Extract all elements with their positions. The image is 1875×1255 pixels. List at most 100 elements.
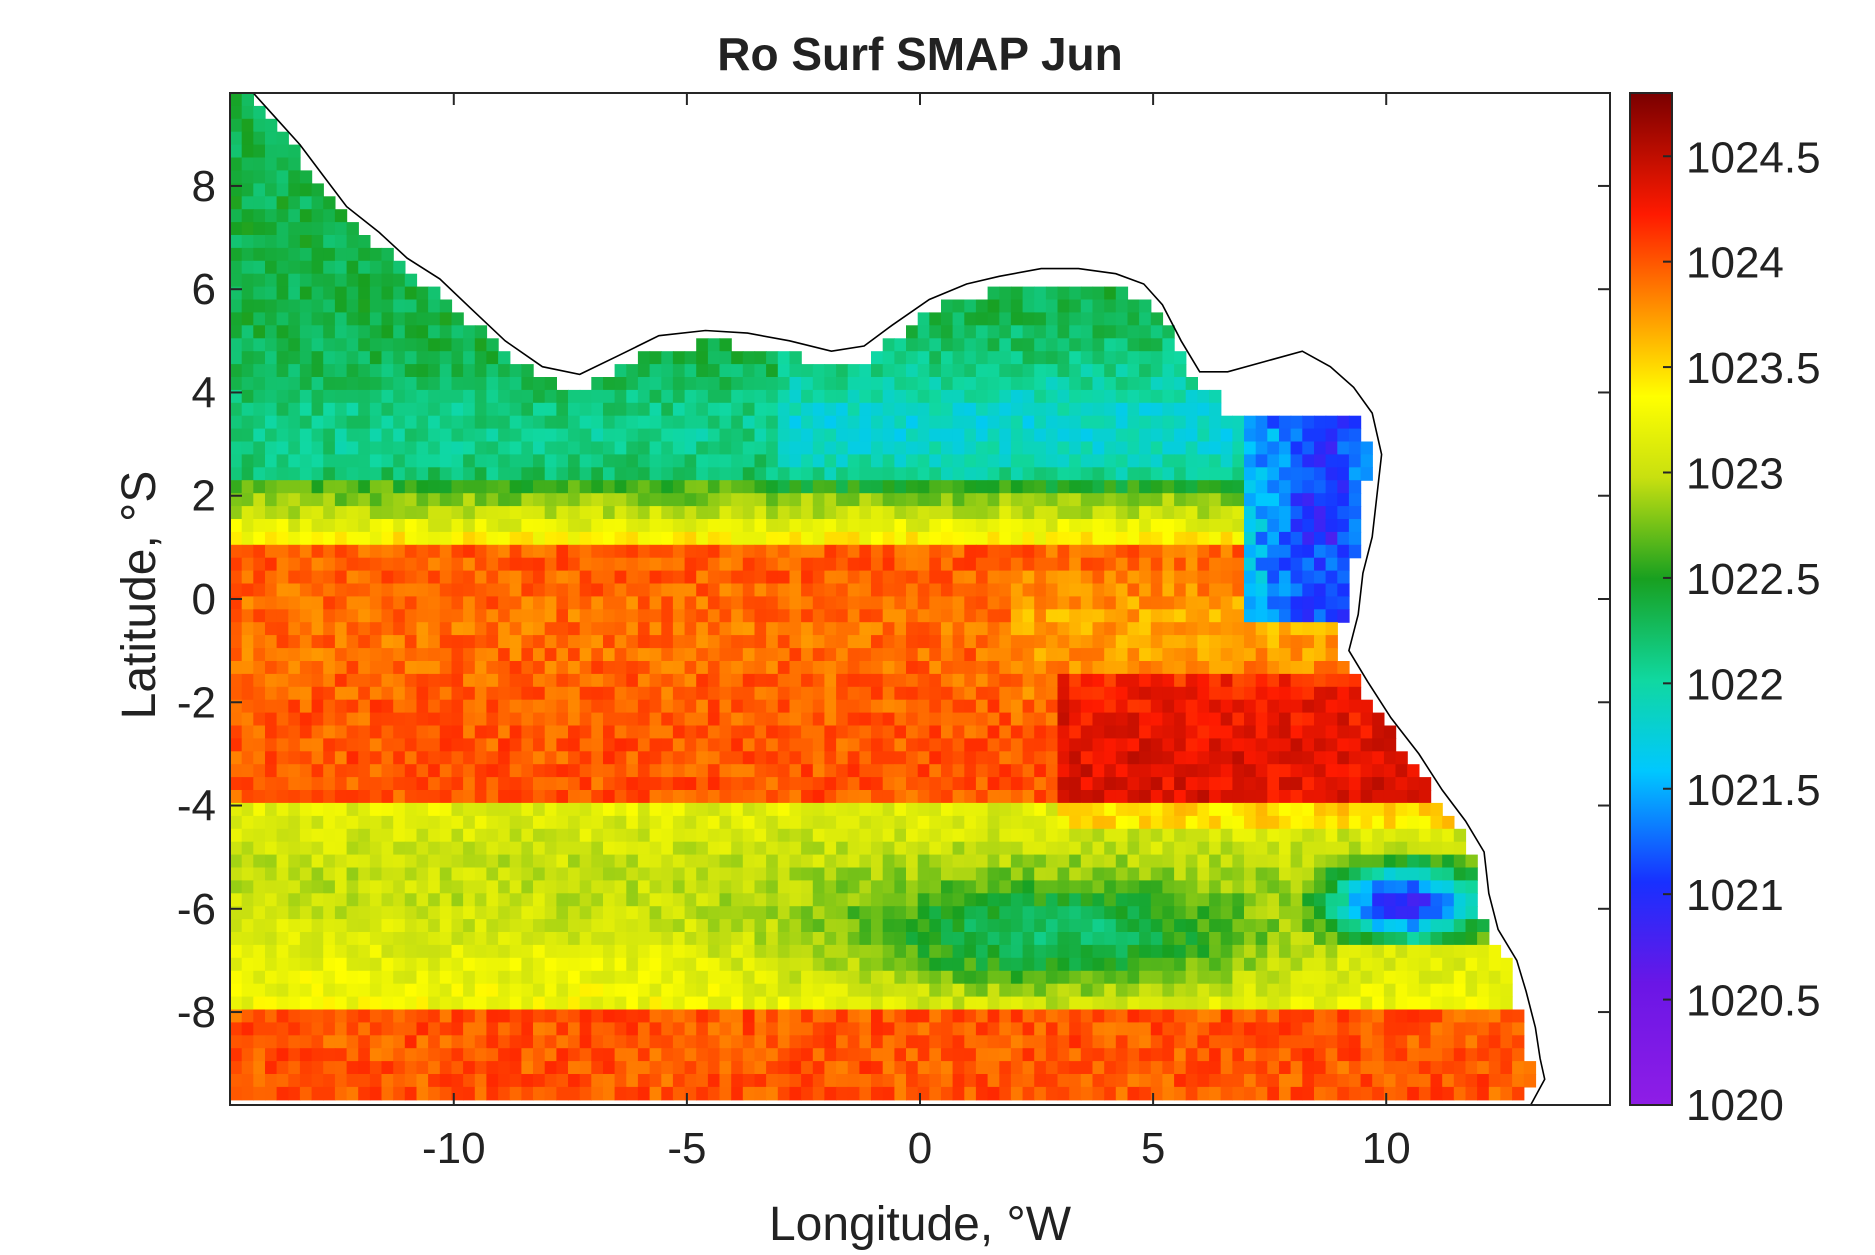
- heatmap-cell: [439, 648, 453, 662]
- heatmap-cell: [999, 364, 1012, 378]
- heatmap-cell: [1034, 389, 1047, 404]
- heatmap-cell: [614, 957, 627, 972]
- heatmap-cell: [1069, 764, 1082, 778]
- heatmap-cell: [299, 635, 313, 649]
- heatmap-cell: [603, 583, 616, 597]
- heatmap-cell: [789, 454, 802, 468]
- heatmap-cell: [812, 570, 826, 585]
- heatmap-cell: [533, 506, 546, 520]
- heatmap-cell: [719, 751, 732, 765]
- heatmap-cell: [265, 415, 278, 430]
- heatmap-cell: [358, 583, 371, 597]
- heatmap-cell: [859, 906, 872, 920]
- heatmap-cell: [311, 841, 324, 856]
- heatmap-cell: [1104, 570, 1117, 585]
- heatmap-cell: [1034, 493, 1047, 507]
- heatmap-cell: [696, 415, 709, 430]
- heatmap-cell: [789, 661, 802, 675]
- heatmap-cell: [929, 609, 942, 623]
- heatmap-cell: [1010, 802, 1024, 817]
- heatmap-cell: [1080, 441, 1094, 455]
- heatmap-cell: [1279, 428, 1292, 443]
- heatmap-cell: [591, 699, 604, 714]
- heatmap-cell: [975, 712, 989, 727]
- heatmap-cell: [265, 854, 278, 869]
- heatmap-cell: [1162, 686, 1175, 701]
- heatmap-cell: [1022, 531, 1035, 546]
- heatmap-cell: [754, 777, 767, 791]
- heatmap-cell: [731, 493, 744, 507]
- heatmap-cell: [1325, 828, 1338, 843]
- heatmap-cell: [1255, 712, 1268, 727]
- heatmap-cell: [311, 583, 324, 597]
- heatmap-cell: [847, 648, 860, 662]
- heatmap-cell: [451, 699, 464, 714]
- heatmap-cell: [1022, 919, 1035, 933]
- heatmap-cell: [1325, 738, 1338, 752]
- heatmap-cell: [276, 519, 289, 533]
- heatmap-cell: [474, 957, 488, 972]
- heatmap-cell: [241, 725, 254, 739]
- heatmap-cell: [1267, 570, 1280, 585]
- heatmap-cell: [1162, 622, 1175, 636]
- heatmap-cell: [672, 841, 686, 856]
- heatmap-cell: [614, 828, 627, 843]
- heatmap-cell: [999, 815, 1012, 830]
- heatmap-cell: [1080, 557, 1094, 572]
- heatmap-cell: [1150, 570, 1164, 585]
- heatmap-cell: [707, 351, 721, 365]
- heatmap-cell: [439, 661, 453, 675]
- heatmap-cell: [1348, 828, 1362, 843]
- heatmap-cell: [859, 673, 872, 688]
- heatmap-cell: [381, 609, 394, 623]
- heatmap-cell: [999, 351, 1012, 365]
- heatmap-cell: [521, 531, 534, 546]
- heatmap-cell: [999, 519, 1012, 533]
- heatmap-cell: [579, 544, 592, 559]
- heatmap-cell: [1127, 544, 1140, 559]
- heatmap-cell: [1383, 725, 1397, 739]
- heatmap-cell: [334, 325, 348, 339]
- heatmap-cell: [521, 893, 534, 907]
- heatmap-cell: [824, 519, 837, 533]
- heatmap-cell: [230, 338, 243, 352]
- heatmap-cell: [276, 351, 289, 365]
- heatmap-cell: [498, 493, 511, 507]
- heatmap-cell: [882, 867, 895, 881]
- heatmap-cell: [1232, 854, 1245, 869]
- heatmap-cell: [1337, 583, 1350, 597]
- heatmap-cell: [871, 944, 884, 959]
- heatmap-cell: [556, 454, 569, 468]
- heatmap-cell: [1057, 854, 1070, 869]
- heatmap-cell: [1337, 815, 1350, 830]
- heatmap-cell: [812, 648, 826, 662]
- heatmap-cell: [847, 493, 860, 507]
- heatmap-cell: [509, 415, 522, 430]
- heatmap-cell: [847, 596, 860, 610]
- heatmap-cell: [917, 441, 930, 455]
- heatmap-cell: [684, 919, 697, 933]
- heatmap-cell: [707, 944, 721, 959]
- heatmap-cell: [754, 609, 767, 623]
- heatmap-cell: [1267, 519, 1280, 533]
- heatmap-cell: [1314, 583, 1327, 597]
- heatmap-cell: [1290, 751, 1303, 765]
- heatmap-cell: [486, 764, 499, 778]
- heatmap-cell: [463, 519, 476, 533]
- heatmap-cell: [1010, 609, 1024, 623]
- heatmap-cell: [1244, 880, 1257, 894]
- heatmap-cell: [637, 467, 651, 481]
- heatmap-cell: [1209, 880, 1222, 894]
- heatmap-cell: [742, 957, 756, 972]
- heatmap-cell: [906, 467, 919, 481]
- heatmap-cell: [672, 957, 686, 972]
- heatmap-cell: [358, 351, 371, 365]
- heatmap-cell: [882, 790, 895, 804]
- heatmap-cell: [1045, 325, 1059, 339]
- heatmap-cell: [1279, 932, 1292, 946]
- heatmap-cell: [742, 544, 756, 559]
- heatmap-cell: [1104, 635, 1117, 649]
- heatmap-cell: [777, 944, 791, 959]
- heatmap-cell: [428, 596, 441, 610]
- heatmap-cell: [614, 919, 627, 933]
